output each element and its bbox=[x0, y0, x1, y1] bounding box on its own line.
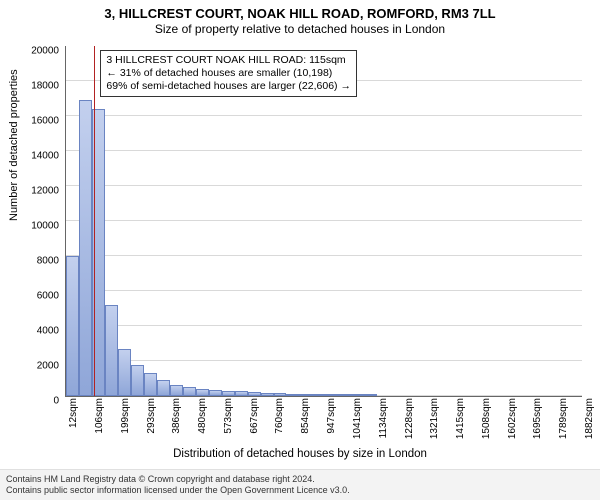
x-tick: 760sqm bbox=[274, 398, 285, 434]
y-tick: 4000 bbox=[37, 326, 59, 337]
x-tick: 1134sqm bbox=[378, 398, 389, 438]
bar bbox=[209, 390, 222, 396]
bar bbox=[235, 391, 248, 396]
bar bbox=[312, 394, 325, 396]
y-tick: 6000 bbox=[37, 291, 59, 302]
x-tick: 573sqm bbox=[223, 398, 234, 434]
y-tick: 10000 bbox=[31, 221, 59, 232]
plot-area: 3 HILLCREST COURT NOAK HILL ROAD: 115sqm… bbox=[65, 46, 582, 397]
bar bbox=[351, 394, 364, 396]
footer: Contains HM Land Registry data © Crown c… bbox=[0, 469, 600, 500]
x-tick: 1321sqm bbox=[429, 398, 440, 439]
y-tick: 20000 bbox=[31, 46, 59, 57]
bar bbox=[338, 394, 351, 396]
bar bbox=[274, 393, 287, 396]
bar bbox=[299, 394, 312, 396]
x-tick: 1415sqm bbox=[455, 398, 466, 439]
marker-line bbox=[94, 46, 95, 396]
x-tick: 667sqm bbox=[249, 398, 260, 434]
bar bbox=[222, 391, 235, 396]
x-tick: 947sqm bbox=[326, 398, 337, 434]
bar bbox=[66, 256, 79, 396]
bar bbox=[183, 387, 196, 396]
x-tick: 1508sqm bbox=[481, 398, 492, 439]
info-line-3: 69% of semi-detached houses are larger (… bbox=[106, 80, 351, 93]
x-tick: 106sqm bbox=[94, 398, 105, 434]
x-tick: 1789sqm bbox=[558, 398, 569, 439]
y-tick: 0 bbox=[53, 396, 59, 407]
page-title: 3, HILLCREST COURT, NOAK HILL ROAD, ROMF… bbox=[0, 0, 600, 21]
x-tick: 386sqm bbox=[171, 398, 182, 434]
bar bbox=[248, 392, 261, 396]
bar bbox=[364, 394, 377, 396]
page-subtitle: Size of property relative to detached ho… bbox=[0, 21, 600, 36]
bar bbox=[131, 365, 144, 397]
bar bbox=[157, 380, 170, 396]
footer-line-2: Contains public sector information licen… bbox=[6, 485, 594, 496]
bar bbox=[261, 393, 274, 396]
x-tick: 1882sqm bbox=[584, 398, 595, 439]
x-tick: 1228sqm bbox=[404, 398, 415, 439]
info-line-1: 3 HILLCREST COURT NOAK HILL ROAD: 115sqm bbox=[106, 54, 351, 67]
x-axis-ticks: 12sqm 106sqm 199sqm 293sqm 386sqm 480sqm 573sq… bbox=[65, 398, 581, 453]
y-tick: 14000 bbox=[31, 151, 59, 162]
y-tick: 12000 bbox=[31, 186, 59, 197]
x-tick: 1041sqm bbox=[352, 398, 363, 439]
info-line-2: ← 31% of detached houses are smaller (10… bbox=[106, 67, 351, 80]
x-tick: 293sqm bbox=[146, 398, 157, 434]
y-tick: 8000 bbox=[37, 256, 59, 267]
bar bbox=[79, 100, 92, 396]
bar bbox=[105, 305, 118, 396]
bar bbox=[118, 349, 131, 396]
bar bbox=[196, 389, 209, 396]
x-axis-label: Distribution of detached houses by size … bbox=[0, 448, 600, 460]
y-tick: 18000 bbox=[31, 81, 59, 92]
x-tick: 480sqm bbox=[197, 398, 208, 434]
y-tick: 2000 bbox=[37, 361, 59, 372]
y-tick: 16000 bbox=[31, 116, 59, 127]
footer-line-1: Contains HM Land Registry data © Crown c… bbox=[6, 474, 594, 485]
x-tick: 1602sqm bbox=[507, 398, 518, 439]
y-axis-ticks: 0200040006000800010000120001400016000180… bbox=[0, 46, 61, 396]
chart-container: 3, HILLCREST COURT, NOAK HILL ROAD, ROMF… bbox=[0, 0, 600, 500]
x-tick: 1695sqm bbox=[532, 398, 543, 439]
bar bbox=[144, 373, 157, 396]
x-tick: 12sqm bbox=[68, 398, 79, 428]
bar bbox=[286, 394, 299, 396]
bars-group bbox=[66, 46, 582, 396]
x-tick: 854sqm bbox=[300, 398, 311, 434]
info-box: 3 HILLCREST COURT NOAK HILL ROAD: 115sqm… bbox=[100, 50, 357, 97]
bar bbox=[325, 394, 338, 396]
bar bbox=[170, 385, 183, 396]
x-tick: 199sqm bbox=[120, 398, 131, 434]
